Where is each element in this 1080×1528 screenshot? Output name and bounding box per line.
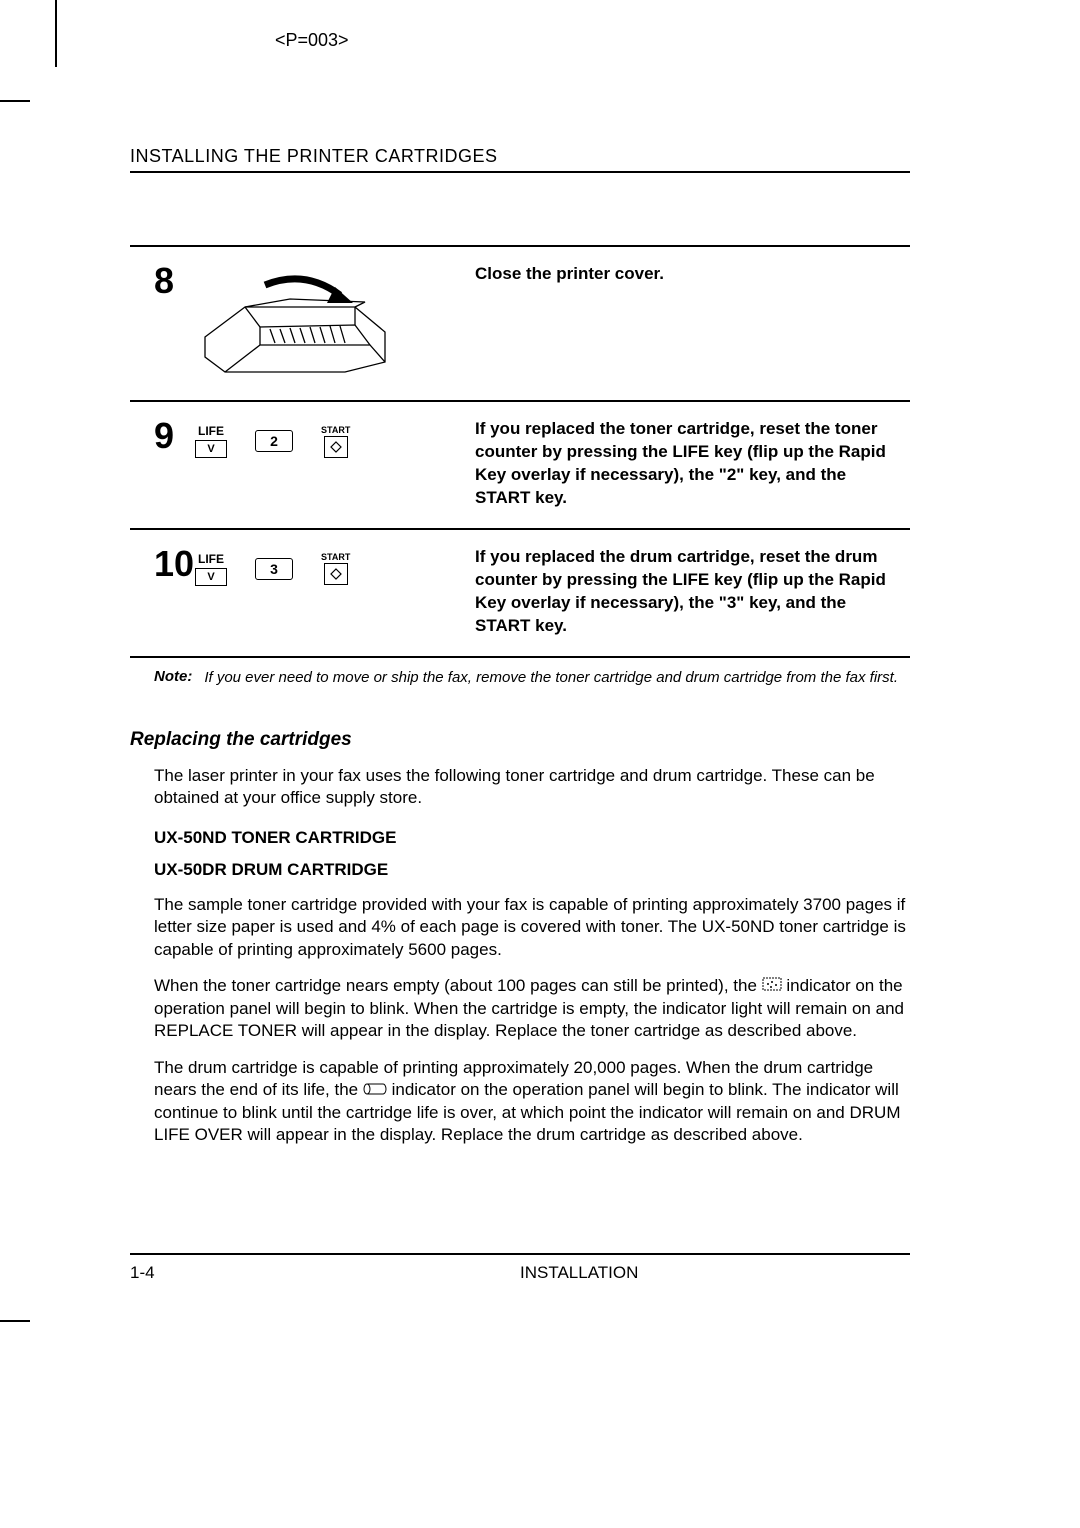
step-illustration xyxy=(195,263,475,382)
step-10: 10 LIFE V 3 START If you replaced the dr… xyxy=(130,528,910,656)
printer-cover-illustration xyxy=(195,267,395,377)
step-text: If you replaced the drum cartridge, rese… xyxy=(475,546,910,638)
body-paragraph: The drum cartridge is capable of printin… xyxy=(130,1057,910,1147)
page-content: INSTALLING THE PRINTER CARTRIDGES 8 xyxy=(130,146,910,1147)
footer-section: INSTALLATION xyxy=(520,1263,910,1283)
start-label: START xyxy=(321,552,350,562)
step-number: 8 xyxy=(130,263,195,382)
page-tag: <P=003> xyxy=(275,30,349,51)
crop-mark xyxy=(0,1320,30,1322)
step-text: Close the printer cover. xyxy=(475,263,910,382)
start-key: START xyxy=(321,552,350,585)
start-label: START xyxy=(321,425,350,435)
note-block: Note: If you ever need to move or ship t… xyxy=(130,656,910,688)
life-button: V xyxy=(195,440,227,458)
step-8: 8 xyxy=(130,245,910,400)
number-key: 3 xyxy=(255,558,293,580)
step-text: If you replaced the toner cartridge, res… xyxy=(475,418,910,510)
number-key: 2 xyxy=(255,430,293,452)
body-paragraph: The laser printer in your fax uses the f… xyxy=(130,765,910,810)
life-key: LIFE V xyxy=(195,424,227,458)
subheading: Replacing the cartridges xyxy=(130,729,910,751)
start-icon xyxy=(330,568,342,580)
drum-indicator-icon xyxy=(363,1080,387,1102)
body-paragraph: When the toner cartridge nears empty (ab… xyxy=(130,975,910,1043)
crop-mark xyxy=(55,0,57,67)
page-footer: 1-4 INSTALLATION xyxy=(130,1253,910,1283)
cartridge-name: UX-50ND TONER CARTRIDGE xyxy=(130,828,910,848)
start-button xyxy=(324,436,348,458)
start-icon xyxy=(330,441,342,453)
crop-mark xyxy=(0,100,30,102)
start-key: START xyxy=(321,425,350,458)
life-label: LIFE xyxy=(198,552,224,566)
step-number: 9 xyxy=(130,418,195,510)
life-button: V xyxy=(195,568,227,586)
life-label: LIFE xyxy=(198,424,224,438)
body-paragraph: The sample toner cartridge provided with… xyxy=(130,894,910,961)
section-title: INSTALLING THE PRINTER CARTRIDGES xyxy=(130,146,910,167)
note-body: If you ever need to move or ship the fax… xyxy=(204,668,898,688)
note-label: Note: xyxy=(154,668,192,688)
toner-indicator-icon xyxy=(762,975,782,997)
step-keys: LIFE V 3 START xyxy=(195,546,475,638)
footer-page-number: 1-4 xyxy=(130,1263,520,1283)
divider xyxy=(130,171,910,173)
life-key: LIFE V xyxy=(195,552,227,586)
start-button xyxy=(324,563,348,585)
cartridge-name: UX-50DR DRUM CARTRIDGE xyxy=(130,860,910,880)
step-keys: LIFE V 2 START xyxy=(195,418,475,510)
step-9: 9 LIFE V 2 START If you replaced the ton… xyxy=(130,400,910,528)
text-run: When the toner cartridge nears empty (ab… xyxy=(154,976,762,995)
step-number: 10 xyxy=(130,546,195,638)
